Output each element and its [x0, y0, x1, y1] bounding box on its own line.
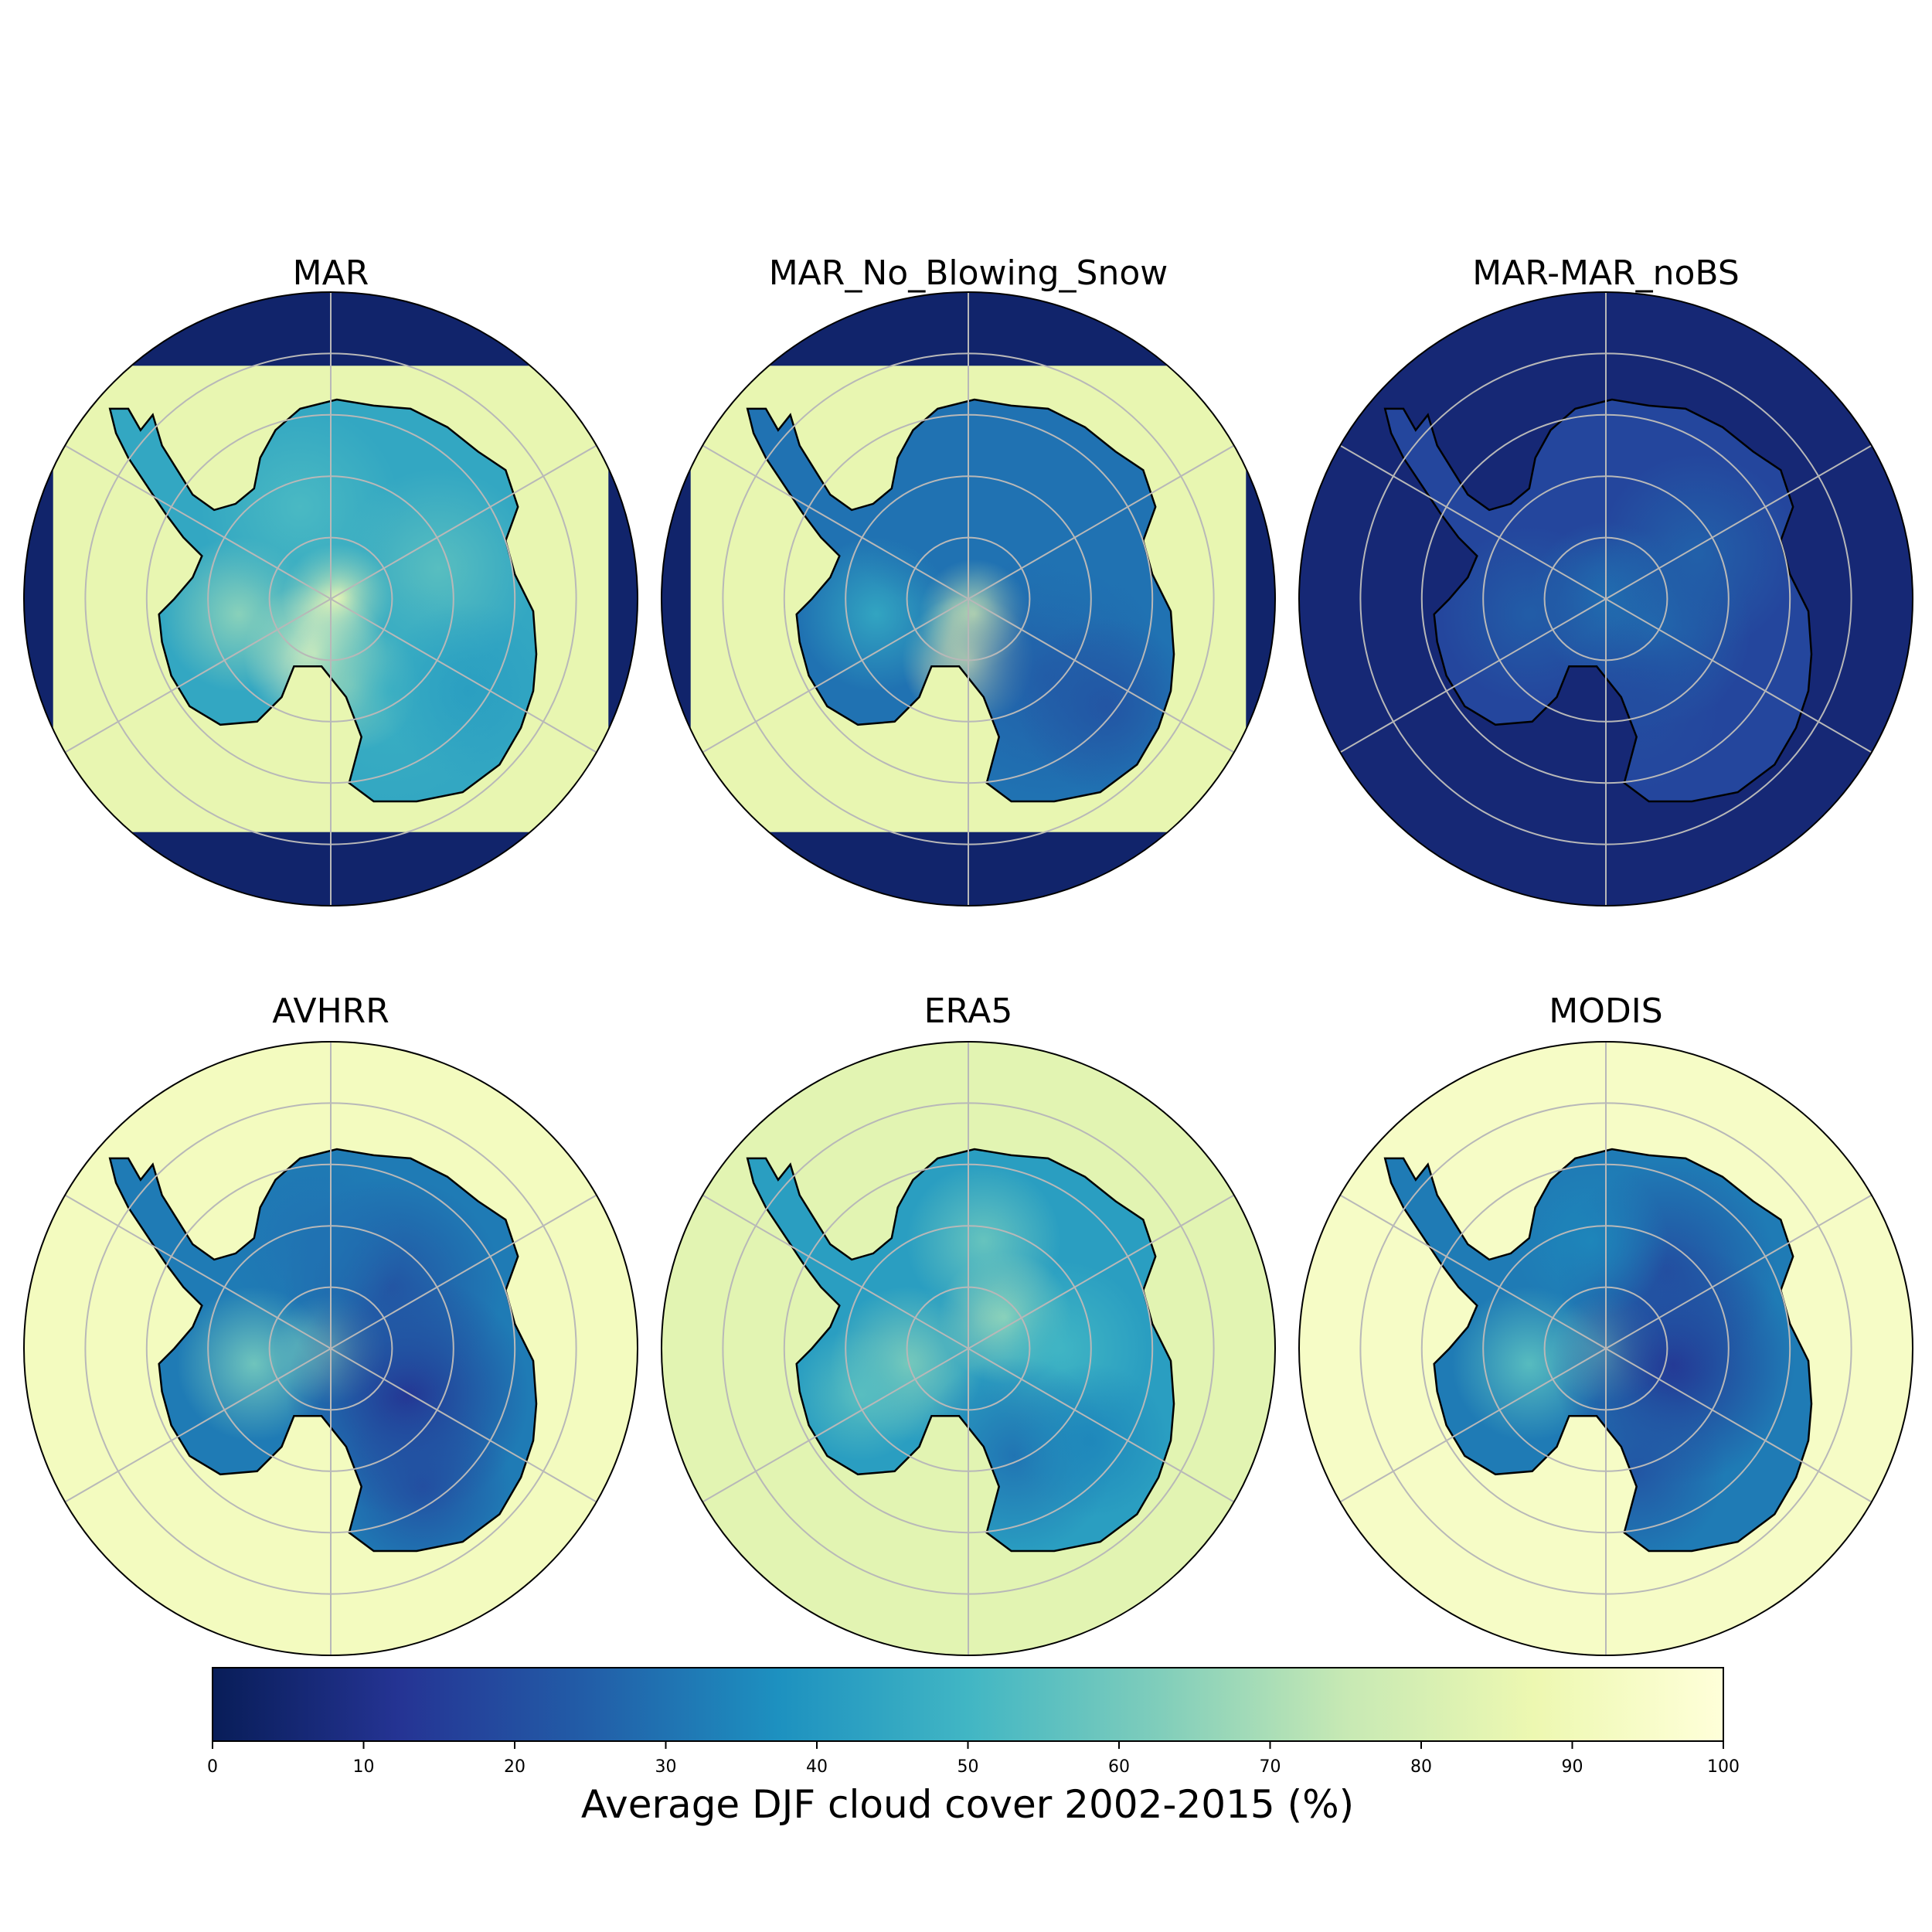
panel-title: MAR-MAR_noBS [1472, 253, 1740, 293]
colorbar-tick-label: 30 [655, 1757, 677, 1777]
panel-title: ERA5 [924, 992, 1013, 1031]
panel-mar: MAR [24, 253, 638, 906]
colorbar-tick-label: 80 [1410, 1757, 1432, 1777]
colorbar-gradient [213, 1668, 1723, 1741]
panel-title: AVHRR [272, 992, 389, 1031]
colorbar-tick-label: 20 [504, 1757, 526, 1777]
panel-title: MODIS [1549, 992, 1662, 1031]
colorbar-tick-label: 60 [1108, 1757, 1130, 1777]
colorbar-label: Average DJF cloud cover 2002-2015 (%) [581, 1782, 1354, 1827]
colorbar-tick-label: 50 [957, 1757, 979, 1777]
cloud-field-patch [1014, 1363, 1168, 1518]
polar-map[interactable] [662, 292, 1275, 906]
polar-map[interactable] [662, 1042, 1275, 1655]
colorbar-tick-label: 70 [1260, 1757, 1281, 1777]
panel-title: MAR_No_Blowing_Snow [769, 253, 1168, 293]
colorbar-tick-label: 10 [353, 1757, 375, 1777]
polar-map[interactable] [24, 292, 638, 906]
polar-map[interactable] [1299, 1042, 1913, 1655]
colorbar-tick-label: 100 [1707, 1757, 1740, 1777]
panel-mar-difference: MAR-MAR_noBS [1299, 253, 1913, 906]
panel-modis: MODIS [1299, 992, 1913, 1655]
colorbar-tick-label: 40 [806, 1757, 828, 1777]
colorbar-ticks: 0 10 20 30 40 50 60 70 80 90 100 [207, 1741, 1740, 1777]
panel-mar-no-blowing-snow: MAR_No_Blowing_Snow [662, 253, 1275, 906]
colorbar-tick-label: 90 [1562, 1757, 1583, 1777]
panel-avhrr: AVHRR [24, 992, 638, 1655]
polar-map[interactable] [1299, 292, 1913, 906]
panel-era5: ERA5 [662, 992, 1275, 1655]
polar-map[interactable] [24, 1042, 638, 1655]
panel-title: MAR [293, 253, 369, 293]
colorbar: 0 10 20 30 40 50 60 70 80 90 100 Average DJF cloud… [207, 1668, 1740, 1827]
colorbar-tick-label: 0 [207, 1757, 218, 1777]
